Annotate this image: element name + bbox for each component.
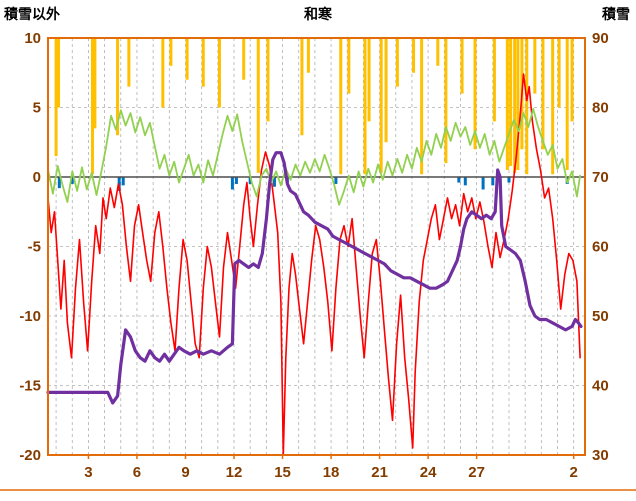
left-axis-tick-label: 0: [33, 169, 41, 186]
x-axis-tick-label: 24: [420, 464, 437, 481]
right-axis-tick-label: 70: [592, 169, 609, 186]
snow-depth-line: [46, 151, 583, 405]
x-axis-tick-label: 6: [133, 464, 141, 481]
x-axis-tick-label: 12: [226, 464, 243, 481]
right-axis-tick-label: 60: [592, 239, 609, 256]
x-axis-tick-label: 3: [84, 464, 92, 481]
left-axis-tick-label: -15: [19, 378, 41, 395]
left-axis-tick-label: -10: [19, 308, 41, 325]
right-axis-title: 積雪: [602, 6, 630, 22]
temperature-line: [47, 73, 581, 456]
left-axis-tick-label: 10: [24, 30, 41, 47]
x-axis-tick-label: 18: [323, 464, 340, 481]
x-axis-tick-label: 2: [570, 464, 578, 481]
left-axis-tick-label: 5: [33, 100, 41, 117]
right-axis-tick-label: 40: [592, 378, 609, 395]
left-axis-tick-label: -20: [19, 447, 41, 464]
x-axis-tick-label: 9: [181, 464, 189, 481]
x-axis-tick-label: 21: [371, 464, 388, 481]
normal-difference-line: [47, 108, 581, 206]
x-axis-tick-label: 15: [274, 464, 291, 481]
left-axis-title: 積雪以外: [4, 6, 60, 22]
chart-title: 和寒: [304, 6, 332, 22]
chart-header: 積雪以外 和寒 積雪: [0, 4, 636, 26]
right-axis-tick-label: 50: [592, 308, 609, 325]
x-axis-tick-label: 27: [468, 464, 485, 481]
right-axis-tick-label: 80: [592, 100, 609, 117]
right-axis-tick-label: 90: [592, 30, 609, 47]
right-axis-tick-label: 30: [592, 447, 609, 464]
plot-frame: [47, 37, 586, 456]
left-axis-tick-label: -5: [28, 239, 41, 256]
